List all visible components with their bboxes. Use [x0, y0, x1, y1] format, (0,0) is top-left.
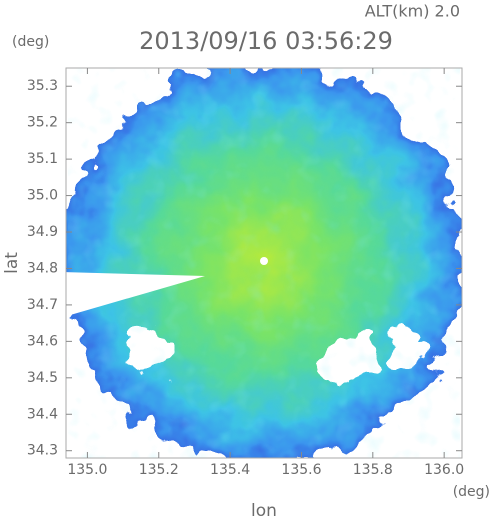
x-tick-label: 136.0 [424, 462, 464, 478]
y-tick-label: 34.5 [27, 370, 58, 386]
x-tick-label: 135.2 [139, 462, 179, 478]
y-tick-label: 34.7 [27, 297, 58, 313]
y-tick-label: 34.4 [27, 406, 58, 422]
y-tick-label: 34.6 [27, 333, 58, 349]
y-tick-label: 35.1 [27, 151, 58, 167]
y-axis-label: lat [2, 252, 22, 274]
x-tick-label: 135.4 [210, 462, 250, 478]
radar-field [66, 68, 462, 458]
x-unit: (deg) [453, 484, 490, 500]
y-tick-label: 34.8 [27, 260, 58, 276]
plot-frame [65, 67, 463, 459]
y-unit: (deg) [12, 34, 49, 50]
x-tick-label: 135.8 [353, 462, 393, 478]
y-tick-label: 35.2 [27, 115, 58, 131]
x-tick-label: 135.6 [281, 462, 321, 478]
chart-title: 2013/09/16 03:56:29 [139, 27, 393, 55]
altitude: ALT(km) 2.0 [365, 2, 460, 21]
y-tick-label: 34.9 [27, 224, 58, 240]
y-tick-label: 35.3 [27, 78, 58, 94]
y-tick-label: 35.0 [27, 188, 58, 204]
x-axis-label: lon [251, 501, 277, 521]
y-tick-label: 34.3 [27, 443, 58, 459]
x-tick-label: 135.0 [67, 462, 107, 478]
